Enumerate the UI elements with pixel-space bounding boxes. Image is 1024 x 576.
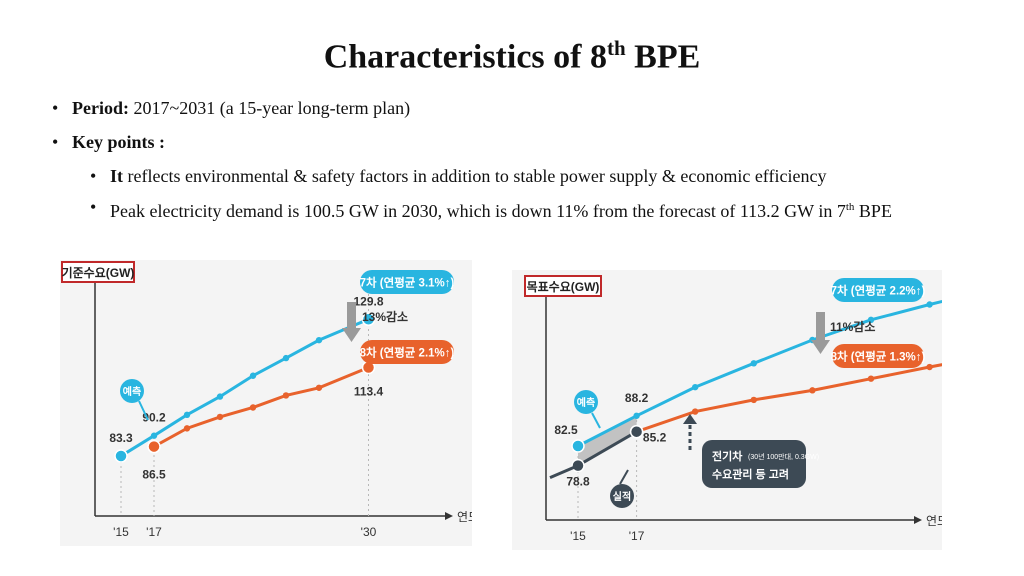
forecast-bubble — [574, 390, 598, 414]
x-tick-label: '17 — [629, 529, 645, 543]
chart-right: 연도'15'17'30목표수요(GW)82.588.2113.285.2100.… — [512, 270, 942, 550]
series-line — [577, 430, 638, 467]
data-point — [315, 384, 323, 391]
data-label: 129.8 — [353, 294, 383, 308]
data-point — [571, 439, 585, 453]
data-point — [926, 301, 933, 308]
data-point — [216, 393, 224, 400]
data-point — [692, 383, 699, 391]
data-point — [867, 375, 875, 382]
actual-gap-shade — [578, 415, 637, 466]
x-tick-label: '15 — [113, 525, 129, 539]
data-point — [216, 413, 224, 421]
data-point — [926, 363, 933, 371]
series-7-legend-label: 7차 (연평균 3.1%↑) — [360, 276, 455, 290]
forecast-label: 예측 — [123, 385, 141, 398]
bullet-list: Period: 2017~2031 (a 15-year long-term p… — [52, 96, 992, 230]
chart-left: 연도 '15 '17 '30 기준수요(GW) 83.3 90.2 129.8 86.5 113.… — [60, 260, 472, 546]
data-label: 83.3 — [109, 431, 133, 445]
data-point — [147, 439, 161, 454]
data-label: 90.2 — [142, 411, 166, 425]
actual-line-extension — [549, 464, 579, 479]
x-axis-arrow — [445, 512, 453, 520]
series-line — [120, 317, 370, 458]
data-point — [249, 372, 257, 379]
ev-line2: 수요관리 등 고려 — [712, 467, 789, 481]
data-point — [249, 404, 257, 411]
data-label: 85.2 — [643, 431, 667, 445]
actual-label: 실적 — [613, 490, 631, 503]
x-tick-label: '15 — [570, 529, 586, 543]
x-axis-label: 연도 — [926, 514, 942, 528]
ev-small-note: (30년 100만대, 0.3GW) — [748, 452, 819, 461]
series-line — [577, 299, 942, 448]
actual-bubble — [610, 484, 634, 508]
x-axis-arrow — [914, 516, 922, 524]
data-point — [183, 411, 191, 419]
reduction-arrow-shaft — [347, 302, 356, 328]
actual-pointer — [619, 469, 629, 485]
data-point — [750, 396, 757, 404]
data-label: 82.5 — [554, 423, 578, 437]
demand-type-box — [61, 261, 135, 283]
series-7-legend-pill — [360, 270, 454, 294]
data-point — [571, 458, 585, 473]
data-point — [750, 360, 757, 367]
forecast-bubble — [120, 379, 144, 403]
reduction-arrow-head — [342, 328, 361, 342]
series-8-legend-pill — [360, 340, 454, 364]
data-point — [633, 412, 640, 419]
ev-box — [702, 440, 806, 488]
x-tick-label: '17 — [146, 525, 162, 539]
reduction-arrow-shaft — [816, 312, 825, 340]
bullet-period: Period: 2017~2031 (a 15-year long-term p… — [52, 96, 992, 121]
data-point — [692, 408, 699, 415]
forecast-pointer — [591, 412, 601, 429]
data-point — [809, 387, 816, 394]
data-point — [150, 432, 158, 439]
forecast-pointer — [138, 400, 149, 421]
data-point — [282, 392, 290, 399]
data-point — [867, 316, 875, 324]
data-label: 86.5 — [142, 468, 166, 482]
data-point — [114, 449, 128, 463]
data-point — [183, 425, 191, 432]
series-7-legend-label: 7차 (연평균 2.2%↑) — [831, 284, 926, 298]
chart-panel — [512, 270, 942, 550]
sub-bullet-environment: It reflects environmental & safety facto… — [52, 164, 992, 189]
series-7-legend-pill — [832, 278, 924, 302]
data-label: 88.2 — [625, 391, 649, 405]
demand-type-label: 기준수요(GW) — [62, 265, 135, 280]
data-point — [315, 336, 323, 344]
data-point — [629, 424, 644, 439]
data-label: 78.8 — [566, 475, 590, 489]
ev-arrow-head — [683, 414, 697, 424]
ev-line1: 전기차 — [712, 449, 743, 463]
series-8-legend-label: 8차 (연평균 1.3%↑) — [831, 350, 926, 364]
x-axis-label: 연도 — [457, 510, 472, 524]
series-8-legend-label: 8차 (연평균 2.1%↑) — [360, 346, 455, 360]
bullet-key-points: Key points : — [52, 130, 992, 155]
data-point — [282, 354, 290, 362]
demand-type-box — [524, 275, 602, 297]
forecast-label: 예측 — [577, 396, 595, 409]
demand-type-label: 목표수요(GW) — [527, 280, 600, 294]
data-point — [361, 312, 376, 327]
reduction-label: 13%감소 — [362, 309, 408, 324]
series-8-legend-pill — [832, 344, 924, 368]
page-title: Characteristics of 8th BPE — [323, 36, 701, 76]
reduction-label: 11%감소 — [830, 319, 875, 334]
sub-bullet-peak-demand: Peak electricity demand is 100.5 GW in 2… — [52, 195, 992, 224]
reduction-arrow-head — [811, 340, 830, 354]
data-label: 113.4 — [354, 385, 384, 399]
x-tick-label: '30 — [361, 525, 377, 539]
